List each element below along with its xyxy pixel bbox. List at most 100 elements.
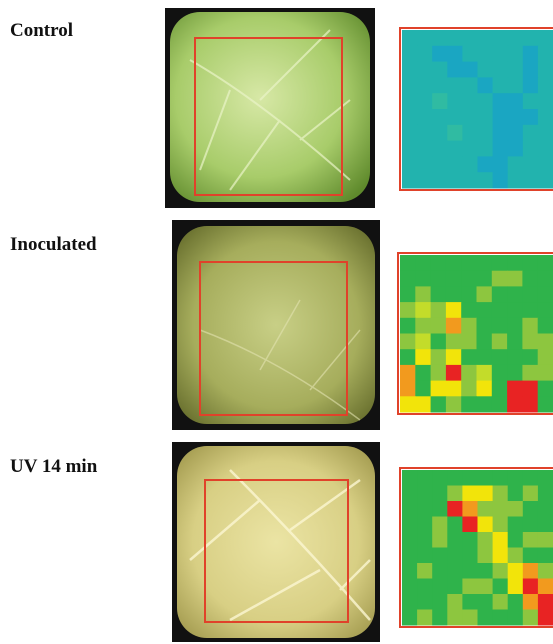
heatmap-cell — [478, 594, 494, 610]
heatmap-cell — [508, 548, 524, 564]
heatmap-cell — [538, 381, 553, 397]
heatmap-cell — [493, 517, 509, 533]
heatmap-cell — [523, 141, 539, 157]
heatmap-cell — [523, 109, 539, 125]
figure: Control Inoculated UV 14 min — [0, 0, 553, 644]
heatmap-cell — [446, 334, 462, 350]
heatmap-cell — [400, 334, 416, 350]
heatmap-cell — [493, 594, 509, 610]
heatmap-cell — [432, 517, 448, 533]
heatmap-cell — [507, 286, 523, 302]
heatmap-cell — [402, 77, 418, 93]
heatmap-cell — [417, 486, 433, 502]
heatmap-cell — [477, 334, 493, 350]
heatmap-cell — [462, 46, 478, 62]
heatmap-cell — [523, 486, 539, 502]
heatmap-cell — [477, 365, 493, 381]
heatmap-cell — [522, 334, 538, 350]
heatmap-cell — [417, 501, 433, 517]
heatmap-cell — [493, 548, 509, 564]
heatmap-cell — [478, 517, 494, 533]
heatmap-cell — [402, 548, 418, 564]
heatmap-cell — [402, 486, 418, 502]
heatmap-cell — [447, 93, 463, 109]
heatmap-cell — [522, 286, 538, 302]
heatmap-cell — [508, 517, 524, 533]
heatmap-cell — [478, 548, 494, 564]
heatmap-cell — [431, 271, 447, 287]
heatmap-cell — [447, 532, 463, 548]
heatmap-cell — [477, 255, 493, 271]
heatmap-cell — [538, 349, 553, 365]
heatmap-cell — [522, 318, 538, 334]
heatmap-cell — [447, 563, 463, 579]
heatmap-cell — [538, 93, 553, 109]
heatmap-cell — [417, 30, 433, 46]
heatmap-cell — [538, 517, 553, 533]
heatmap-cell — [477, 271, 493, 287]
heatmap-cell — [402, 109, 418, 125]
heatmap-cell — [402, 156, 418, 172]
heatmap-cell — [507, 349, 523, 365]
heatmap-cell — [492, 381, 508, 397]
heatmap-cell — [432, 30, 448, 46]
heatmap-cell — [432, 77, 448, 93]
heatmap-cell — [493, 93, 509, 109]
heatmap-cell — [402, 93, 418, 109]
heatmap-cell — [493, 109, 509, 125]
heatmap-cell — [462, 486, 478, 502]
heatmap-cell — [523, 579, 539, 595]
heatmap-cell — [402, 517, 418, 533]
heatmap-cell — [523, 172, 539, 188]
heatmap-cell — [431, 396, 447, 412]
heatmap-cell — [431, 255, 447, 271]
heatmap-cell — [462, 610, 478, 626]
heatmap-cell — [462, 470, 478, 486]
heatmap-cell — [431, 349, 447, 365]
heatmap-cell — [402, 579, 418, 595]
heatmap-cell — [417, 77, 433, 93]
heatmap-cell — [478, 172, 494, 188]
heatmap-cell — [492, 302, 508, 318]
heatmap-cell — [538, 532, 553, 548]
heatmap-cell — [508, 563, 524, 579]
heatmap-cell — [538, 501, 553, 517]
heatmap-cell — [508, 141, 524, 157]
heatmap-cell — [432, 172, 448, 188]
heatmap-cell — [508, 532, 524, 548]
heatmap-cell — [522, 271, 538, 287]
heatmap-cell — [493, 62, 509, 78]
heatmap-cell — [447, 109, 463, 125]
heatmap-cell — [522, 302, 538, 318]
heatmap-cell — [417, 548, 433, 564]
heatmap-cell — [415, 286, 431, 302]
heatmap-cell — [493, 486, 509, 502]
heatmap-cell — [493, 563, 509, 579]
heatmap-cell — [538, 334, 553, 350]
heatmap-cell — [492, 318, 508, 334]
heatmap-cell — [400, 365, 416, 381]
heatmap-cell — [492, 396, 508, 412]
heatmap-cell — [431, 286, 447, 302]
heatmap-cell — [432, 109, 448, 125]
heatmap-cell — [538, 594, 553, 610]
heatmap-cell — [432, 579, 448, 595]
heatmap-cell — [492, 334, 508, 350]
heatmap-cell — [417, 156, 433, 172]
heatmap-cell — [478, 30, 494, 46]
heatmap-cell — [462, 501, 478, 517]
heatmap-cell — [538, 486, 553, 502]
heatmap-cell — [538, 271, 553, 287]
heatmap-cell — [522, 255, 538, 271]
panel-label: Inoculated — [10, 234, 97, 255]
heatmap-cell — [462, 30, 478, 46]
heatmap-cell — [538, 470, 553, 486]
heatmap-cell — [447, 62, 463, 78]
heatmap-cell — [493, 532, 509, 548]
heatmap-cell — [402, 172, 418, 188]
leaf-photo — [177, 446, 375, 638]
heatmap-cell — [417, 93, 433, 109]
heatmap-cell — [400, 302, 416, 318]
heatmap-cell — [538, 302, 553, 318]
heatmap-cell — [492, 271, 508, 287]
